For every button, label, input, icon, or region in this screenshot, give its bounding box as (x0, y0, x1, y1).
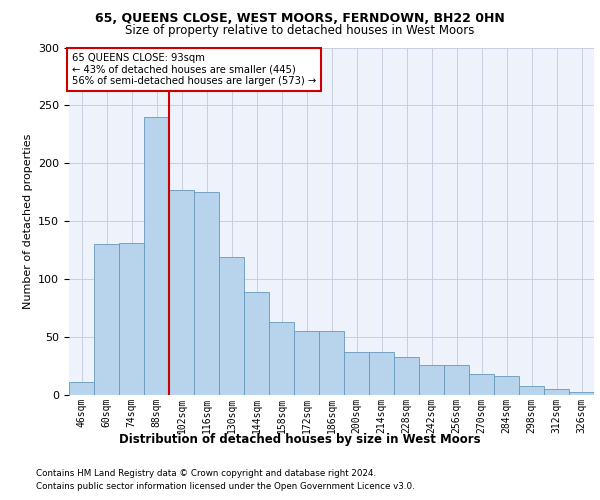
Text: 65, QUEENS CLOSE, WEST MOORS, FERNDOWN, BH22 0HN: 65, QUEENS CLOSE, WEST MOORS, FERNDOWN, … (95, 12, 505, 26)
Bar (469, 374, 494, 395)
Bar (144, 117, 169, 395)
Bar (444, 365, 469, 395)
Text: Contains public sector information licensed under the Open Government Licence v3: Contains public sector information licen… (36, 482, 415, 491)
Bar (519, 386, 544, 395)
Bar (69, 382, 94, 395)
Bar (194, 192, 219, 395)
Text: Contains HM Land Registry data © Crown copyright and database right 2024.: Contains HM Land Registry data © Crown c… (36, 469, 376, 478)
Bar (269, 322, 294, 395)
Bar (544, 389, 569, 395)
Bar (244, 292, 269, 395)
Bar (119, 244, 144, 395)
Bar (94, 244, 119, 395)
Bar (294, 332, 319, 395)
Y-axis label: Number of detached properties: Number of detached properties (23, 134, 32, 309)
Bar (419, 365, 444, 395)
Bar (369, 352, 394, 395)
Bar (219, 257, 244, 395)
Bar (394, 357, 419, 395)
Text: Distribution of detached houses by size in West Moors: Distribution of detached houses by size … (119, 432, 481, 446)
Bar (344, 352, 369, 395)
Bar (494, 376, 519, 395)
Bar (169, 190, 194, 395)
Text: 65 QUEENS CLOSE: 93sqm
← 43% of detached houses are smaller (445)
56% of semi-de: 65 QUEENS CLOSE: 93sqm ← 43% of detached… (71, 52, 316, 86)
Bar (569, 392, 594, 395)
Bar (319, 332, 344, 395)
Text: Size of property relative to detached houses in West Moors: Size of property relative to detached ho… (125, 24, 475, 37)
